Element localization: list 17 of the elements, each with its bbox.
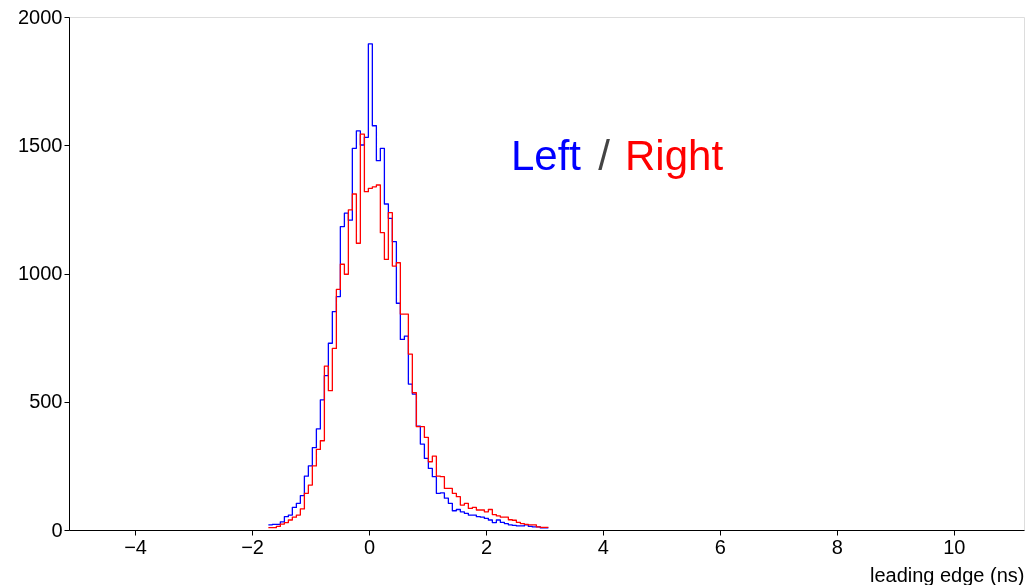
y-tick-label: 500 (29, 390, 63, 413)
x-tick-label: 6 (714, 535, 726, 558)
x-tick-label: 10 (943, 535, 966, 558)
annotation: / (598, 132, 611, 179)
y-tick-label: 1500 (18, 133, 63, 156)
text: Left (510, 132, 582, 179)
x-tick-label: 8 (831, 535, 843, 558)
y-tick-label: 2000 (18, 5, 63, 28)
y-tick-label: 1000 (18, 262, 63, 284)
x-axis-title: leading edge (ns) (869, 563, 1025, 585)
x-tick-label: 4 (597, 535, 609, 558)
x-tick-label: −4 (124, 535, 147, 558)
x-tick-label: 0 (363, 535, 376, 558)
y-tick-label: 0 (51, 518, 63, 541)
text: Right (625, 132, 724, 179)
x-tick-label: 2 (480, 535, 493, 558)
x-tick-label: −2 (241, 535, 264, 558)
